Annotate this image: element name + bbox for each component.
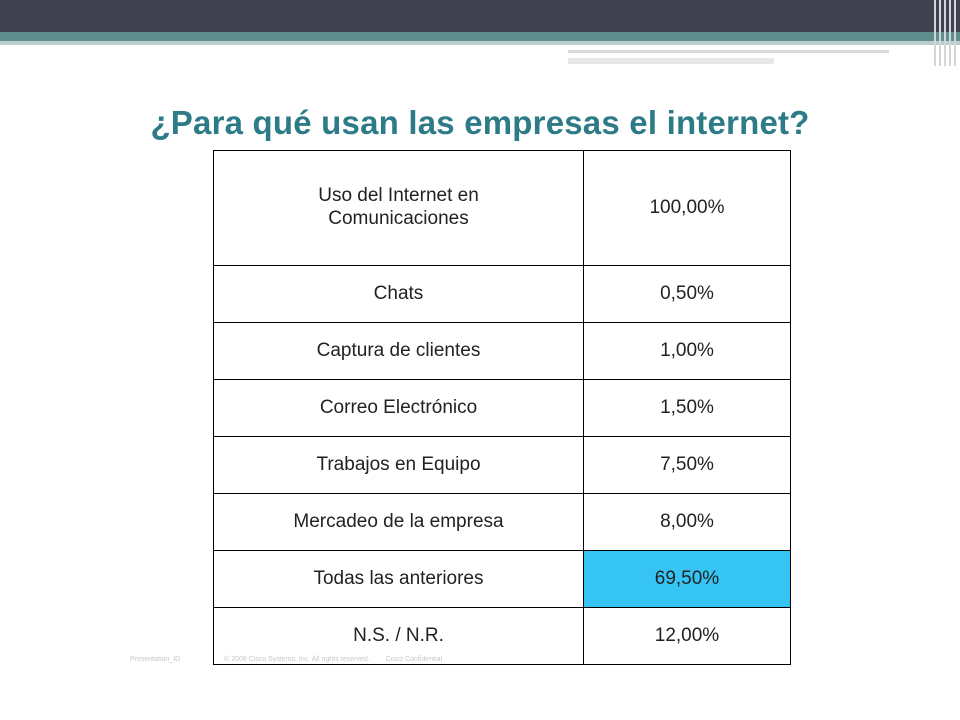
table-row-highlighted: Todas las anteriores 69,50% <box>213 550 791 608</box>
table-row: N.S. / N.R. 12,00% <box>213 607 791 665</box>
row-value: 8,00% <box>583 493 791 551</box>
table-header-label: Uso del Internet en Comunicaciones <box>213 150 584 266</box>
copyright-notice: © 2006 Cisco Systems, Inc. All rights re… <box>224 656 370 663</box>
row-value: 1,00% <box>583 322 791 380</box>
row-label: Chats <box>213 265 584 323</box>
header-teal-band <box>0 32 960 41</box>
row-label: Correo Electrónico <box>213 379 584 437</box>
table-header-value: 100,00% <box>583 150 791 266</box>
table-row: Captura de clientes 1,00% <box>213 322 791 380</box>
row-value-highlighted: 69,50% <box>583 550 791 608</box>
table-row: Correo Electrónico 1,50% <box>213 379 791 437</box>
presentation-id: Presentation_ID <box>130 656 181 663</box>
row-value: 12,00% <box>583 607 791 665</box>
table-row: Mercadeo de la empresa 8,00% <box>213 493 791 551</box>
row-value: 1,50% <box>583 379 791 437</box>
header-dark-band <box>0 0 960 32</box>
row-label: Trabajos en Equipo <box>213 436 584 494</box>
row-value: 7,50% <box>583 436 791 494</box>
table-header-row: Uso del Internet en Comunicaciones 100,0… <box>213 150 791 266</box>
row-label: Mercadeo de la empresa <box>213 493 584 551</box>
decorative-rule <box>568 50 889 53</box>
decorative-stripes <box>932 0 960 66</box>
slide-footer: Presentation_ID © 2006 Cisco Systems, In… <box>130 656 442 663</box>
slide-title: ¿Para qué usan las empresas el internet? <box>150 104 810 141</box>
row-label: Captura de clientes <box>213 322 584 380</box>
decorative-rule <box>568 58 774 64</box>
row-label: Todas las anteriores <box>213 550 584 608</box>
table-row: Trabajos en Equipo 7,50% <box>213 436 791 494</box>
row-value: 0,50% <box>583 265 791 323</box>
table-row: Chats 0,50% <box>213 265 791 323</box>
row-label: N.S. / N.R. <box>213 607 584 665</box>
confidential-label: Cisco Confidential <box>385 656 443 663</box>
internet-usage-table: Uso del Internet en Comunicaciones 100,0… <box>213 150 791 665</box>
header-light-band <box>0 41 960 45</box>
